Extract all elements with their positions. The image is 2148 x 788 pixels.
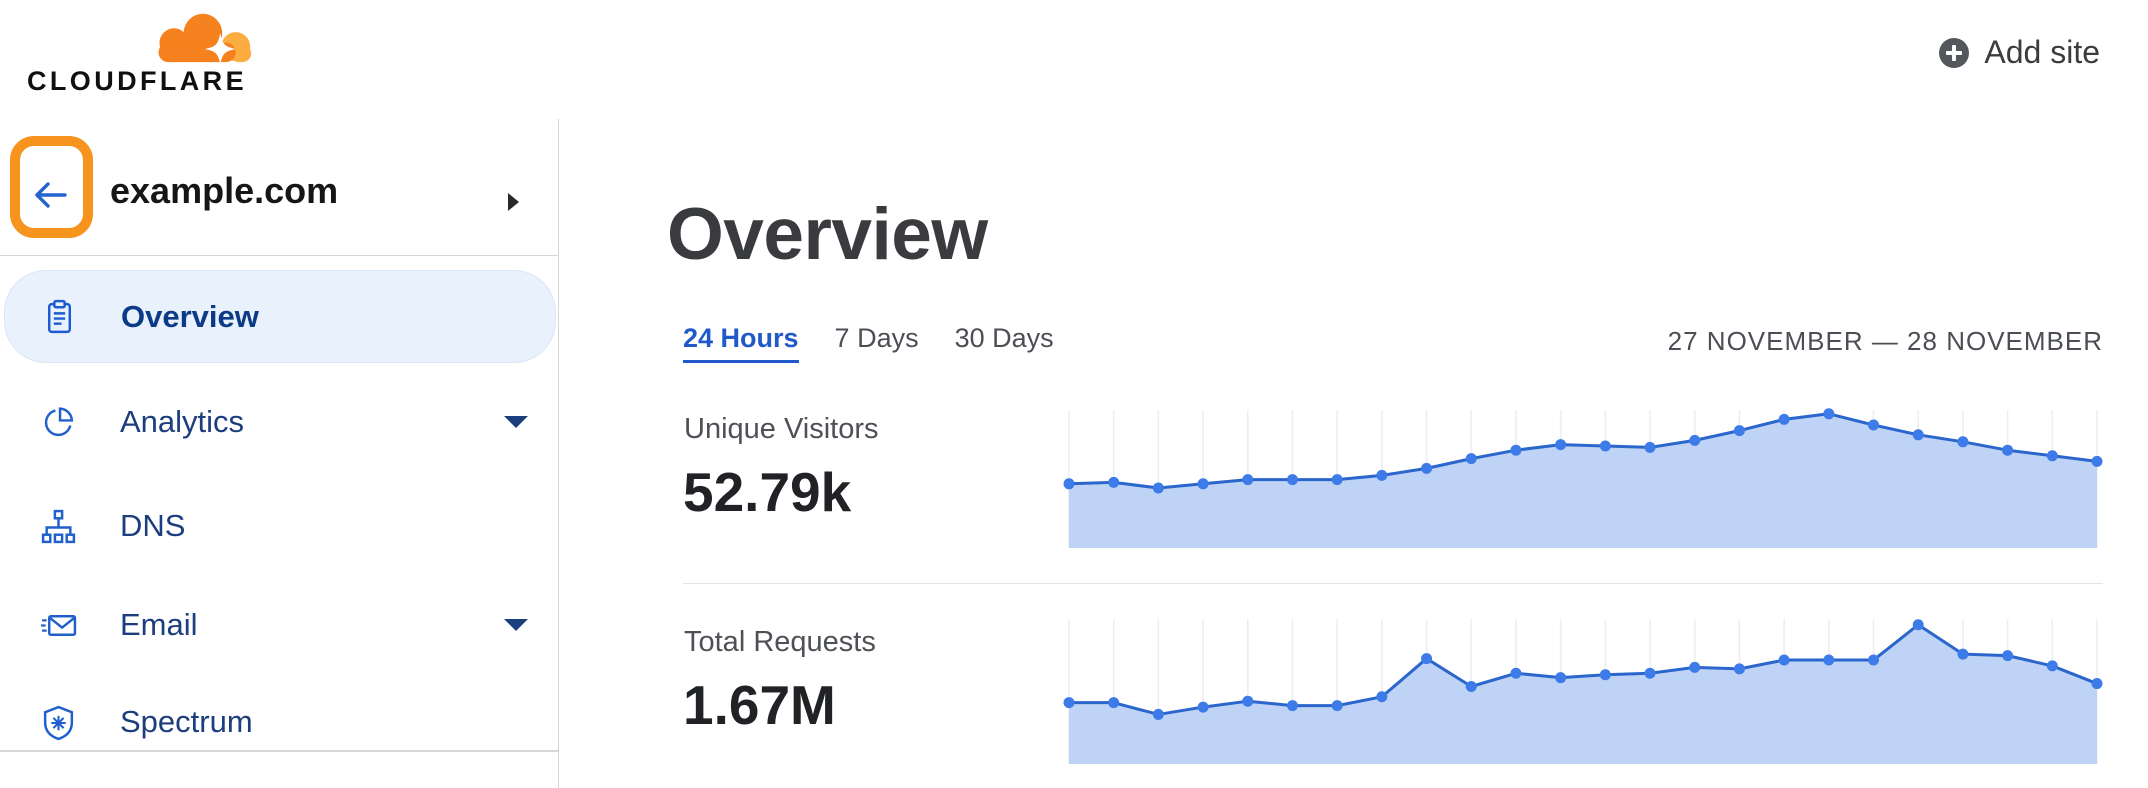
- site-sidebar: example.com Overview Analytics: [0, 119, 559, 788]
- metric-label-total-requests: Total Requests: [684, 626, 876, 658]
- pie-chart-icon: [44, 406, 74, 436]
- sidebar-item-label: Spectrum: [120, 704, 253, 739]
- chevron-down-icon: [504, 619, 528, 631]
- tab-7-days[interactable]: 7 Days: [834, 323, 919, 353]
- total-requests-sparkline-chart: [1063, 619, 2103, 764]
- main-content: Overview 24 Hours 7 Days 30 Days 27 NOVE…: [559, 119, 2148, 788]
- site-name: example.com: [110, 170, 339, 211]
- sidebar-item-label: Analytics: [120, 404, 245, 439]
- back-arrow-icon[interactable]: [31, 180, 69, 210]
- sidebar-item-label: Email: [120, 607, 198, 642]
- sidebar-item-dns[interactable]: DNS: [0, 476, 558, 576]
- sidebar-item-overview[interactable]: Overview: [4, 270, 556, 363]
- envelope-icon: [41, 614, 77, 636]
- add-site-button[interactable]: Add site: [1938, 34, 2100, 71]
- unique-visitors-row: Unique Visitors 52.79k: [683, 390, 2103, 584]
- metric-value-total-requests: 1.67M: [683, 674, 836, 736]
- tab-24-hours[interactable]: 24 Hours: [683, 325, 799, 363]
- top-header: CLOUDFLARE Add site: [0, 0, 2148, 120]
- total-requests-row: Total Requests 1.67M: [683, 583, 2103, 788]
- sidebar-item-label: DNS: [120, 508, 186, 543]
- metric-value-unique-visitors: 52.79k: [683, 461, 852, 523]
- chevron-down-icon: [504, 416, 528, 428]
- plus-circle-icon: [1939, 37, 1970, 68]
- shield-icon: [43, 705, 74, 740]
- cloudflare-cloud-icon: [158, 13, 252, 64]
- sitemap-icon: [41, 509, 76, 543]
- add-site-label: Add site: [1984, 34, 2100, 70]
- page-title: Overview: [667, 194, 988, 275]
- sidebar-item-spectrum[interactable]: Spectrum: [0, 676, 558, 768]
- sidebar-item-email[interactable]: Email: [0, 575, 558, 675]
- unique-visitors-sparkline-chart: [1063, 408, 2103, 548]
- cloudflare-wordmark: CLOUDFLARE: [27, 66, 247, 96]
- time-range-tabs: 24 Hours 7 Days 30 Days: [683, 325, 1054, 363]
- sidebar-item-label: Overview: [121, 298, 259, 334]
- date-range-label: 27 NOVEMBER — 28 NOVEMBER: [1667, 326, 2103, 356]
- cloudflare-logo[interactable]: CLOUDFLARE: [27, 6, 259, 96]
- tab-30-days[interactable]: 30 Days: [954, 323, 1054, 353]
- metric-label-unique-visitors: Unique Visitors: [684, 413, 879, 445]
- clipboard-icon: [47, 299, 72, 334]
- chevron-right-icon: [508, 193, 519, 211]
- site-switcher[interactable]: example.com: [0, 119, 558, 256]
- sidebar-section-divider: [0, 750, 558, 752]
- sidebar-item-analytics[interactable]: Analytics: [0, 372, 558, 472]
